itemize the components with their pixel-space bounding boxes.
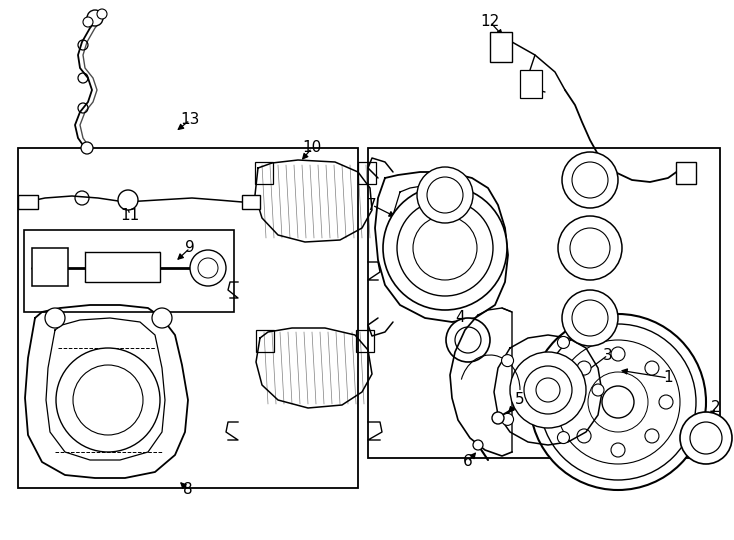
Circle shape [530,314,706,490]
Circle shape [557,336,570,348]
Bar [255,162,273,184]
Text: 11: 11 [120,207,139,222]
Circle shape [83,17,93,27]
Bar [18,148,358,488]
Circle shape [118,190,138,210]
Bar [356,330,374,352]
Circle shape [577,429,591,443]
Circle shape [492,412,504,424]
Text: 2: 2 [711,401,721,415]
Circle shape [501,355,514,367]
Circle shape [473,440,483,450]
Circle shape [680,412,732,464]
Circle shape [645,361,659,375]
Circle shape [659,395,673,409]
Circle shape [97,9,107,19]
Circle shape [383,186,507,310]
Bar [490,32,512,62]
Circle shape [446,318,490,362]
Circle shape [611,443,625,457]
Circle shape [56,348,160,452]
Text: 10: 10 [302,140,321,156]
Circle shape [417,167,473,223]
Circle shape [501,414,514,426]
Circle shape [602,386,634,418]
Bar [256,330,274,352]
Circle shape [45,308,65,328]
Text: 12: 12 [480,15,500,30]
Text: 5: 5 [515,393,525,408]
Bar [676,162,696,184]
Circle shape [558,216,622,280]
Circle shape [81,142,93,154]
Bar [24,230,234,312]
Text: 9: 9 [185,240,195,255]
Circle shape [592,384,604,396]
Text: 13: 13 [181,112,200,127]
Text: 1: 1 [664,370,673,386]
Bar [18,195,38,209]
Circle shape [562,290,618,346]
Circle shape [510,352,586,428]
Circle shape [611,347,625,361]
Text: 3: 3 [603,348,613,362]
Bar [520,70,542,98]
Bar [85,252,160,282]
Circle shape [190,250,226,286]
Text: 7: 7 [367,198,377,213]
Circle shape [577,361,591,375]
Bar [368,148,720,458]
Circle shape [557,431,570,443]
Circle shape [524,366,572,414]
Text: 4: 4 [455,310,465,326]
Circle shape [645,429,659,443]
Bar [32,248,68,286]
Circle shape [563,395,577,409]
Circle shape [562,152,618,208]
Bar [358,162,376,184]
Circle shape [87,10,103,26]
Text: 8: 8 [184,483,193,497]
Circle shape [152,308,172,328]
Bar [242,195,260,209]
Text: 6: 6 [463,455,473,469]
